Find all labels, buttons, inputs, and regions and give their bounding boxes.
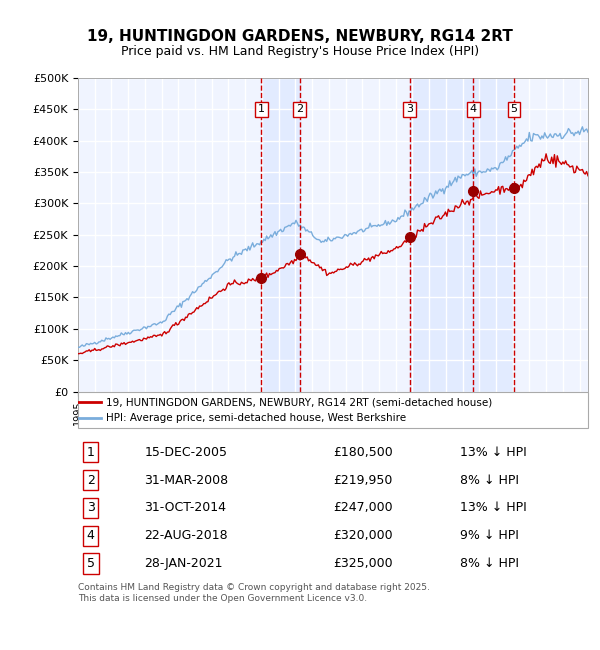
Text: 4: 4 — [87, 529, 95, 542]
Text: £320,000: £320,000 — [333, 529, 392, 542]
Text: £325,000: £325,000 — [333, 557, 392, 570]
Text: 3: 3 — [87, 501, 95, 514]
Text: 31-MAR-2008: 31-MAR-2008 — [145, 473, 229, 486]
Text: 4: 4 — [470, 105, 477, 114]
Text: 19, HUNTINGDON GARDENS, NEWBURY, RG14 2RT: 19, HUNTINGDON GARDENS, NEWBURY, RG14 2R… — [87, 29, 513, 44]
Text: 2: 2 — [87, 473, 95, 486]
Text: 9% ↓ HPI: 9% ↓ HPI — [461, 529, 520, 542]
Text: 22-AUG-2018: 22-AUG-2018 — [145, 529, 228, 542]
Text: £219,950: £219,950 — [333, 473, 392, 486]
Text: 2: 2 — [296, 105, 303, 114]
Text: 19, HUNTINGDON GARDENS, NEWBURY, RG14 2RT (semi-detached house): 19, HUNTINGDON GARDENS, NEWBURY, RG14 2R… — [106, 397, 493, 408]
Text: £180,500: £180,500 — [333, 446, 393, 459]
Bar — [261, 78, 299, 391]
Text: 13% ↓ HPI: 13% ↓ HPI — [461, 446, 527, 459]
Text: £247,000: £247,000 — [333, 501, 392, 514]
Text: HPI: Average price, semi-detached house, West Berkshire: HPI: Average price, semi-detached house,… — [106, 413, 406, 423]
Text: 15-DEC-2005: 15-DEC-2005 — [145, 446, 227, 459]
Text: 8% ↓ HPI: 8% ↓ HPI — [461, 557, 520, 570]
Text: 31-OCT-2014: 31-OCT-2014 — [145, 501, 226, 514]
Text: 8% ↓ HPI: 8% ↓ HPI — [461, 473, 520, 486]
Text: 28-JAN-2021: 28-JAN-2021 — [145, 557, 223, 570]
Text: 5: 5 — [511, 105, 517, 114]
Text: 3: 3 — [406, 105, 413, 114]
Text: Price paid vs. HM Land Registry's House Price Index (HPI): Price paid vs. HM Land Registry's House … — [121, 46, 479, 58]
Text: 13% ↓ HPI: 13% ↓ HPI — [461, 501, 527, 514]
FancyBboxPatch shape — [78, 393, 588, 428]
Text: 1: 1 — [87, 446, 95, 459]
Text: 5: 5 — [87, 557, 95, 570]
Text: 1: 1 — [258, 105, 265, 114]
Text: Contains HM Land Registry data © Crown copyright and database right 2025.
This d: Contains HM Land Registry data © Crown c… — [78, 583, 430, 603]
Bar — [410, 78, 473, 391]
Bar — [473, 78, 514, 391]
